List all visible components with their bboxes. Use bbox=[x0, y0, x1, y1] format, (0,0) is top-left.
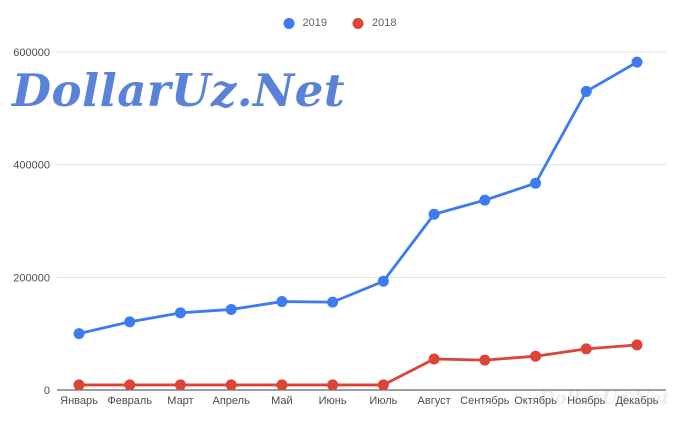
x-tick-label: Март bbox=[167, 395, 193, 407]
data-point-2019 bbox=[428, 208, 440, 220]
x-tick-label: Февраль bbox=[107, 395, 152, 407]
chart-legend: 2019 2018 bbox=[283, 17, 396, 29]
data-point-2018 bbox=[174, 379, 186, 391]
series-line-2018 bbox=[77, 343, 639, 387]
data-point-2018 bbox=[327, 379, 339, 391]
y-tick-label: 400000 bbox=[13, 160, 50, 172]
data-point-2018 bbox=[631, 339, 643, 351]
data-point-2018 bbox=[73, 379, 85, 391]
data-point-2018 bbox=[479, 354, 491, 366]
series-line-2019 bbox=[77, 60, 639, 336]
data-point-2018 bbox=[580, 343, 592, 355]
data-point-2018 bbox=[124, 379, 136, 391]
y-tick-label: 0 bbox=[44, 385, 50, 397]
data-point-2019 bbox=[377, 275, 389, 287]
y-tick-label: 200000 bbox=[13, 272, 50, 284]
x-tick-label: Апрель bbox=[213, 395, 251, 407]
data-point-2019 bbox=[174, 307, 186, 319]
x-tick-label: Ноябрь bbox=[567, 395, 605, 407]
y-tick-label: 600000 bbox=[13, 47, 50, 59]
x-tick-label: Август bbox=[418, 395, 451, 407]
data-point-2019 bbox=[73, 328, 85, 340]
data-point-2018 bbox=[225, 379, 237, 391]
data-point-2019 bbox=[276, 296, 288, 308]
data-point-2019 bbox=[327, 296, 339, 308]
x-tick-label: Май bbox=[271, 395, 293, 407]
x-tick-label: Сентябрь bbox=[460, 395, 510, 407]
data-point-2018 bbox=[428, 353, 440, 365]
legend-marker-2019-icon bbox=[283, 18, 295, 29]
x-tick-label: Декабрь bbox=[616, 395, 659, 407]
data-point-2019 bbox=[124, 316, 136, 328]
data-point-2018 bbox=[377, 379, 389, 391]
legend-item-2019[interactable]: 2019 bbox=[283, 17, 327, 29]
watermark-text: DollarUz.Net bbox=[12, 64, 346, 117]
legend-item-2018[interactable]: 2018 bbox=[353, 18, 396, 29]
data-point-2019 bbox=[225, 303, 237, 315]
data-point-2018 bbox=[530, 350, 542, 362]
data-point-2019 bbox=[580, 85, 592, 97]
legend-label-2019: 2019 bbox=[302, 17, 327, 29]
data-point-2018 bbox=[276, 379, 288, 391]
x-tick-label: Июль bbox=[369, 395, 397, 407]
data-point-2019 bbox=[631, 56, 643, 68]
watermark-faint-text: DollarUz.Net bbox=[539, 388, 670, 409]
legend-marker-2018-icon bbox=[353, 18, 364, 29]
legend-label-2018: 2018 bbox=[372, 17, 397, 29]
x-tick-label: Январь bbox=[60, 395, 98, 407]
data-point-2019 bbox=[530, 177, 542, 189]
data-point-2019 bbox=[479, 194, 491, 206]
x-tick-label: Октябрь bbox=[514, 395, 557, 407]
x-tick-label: Июнь bbox=[319, 395, 347, 407]
